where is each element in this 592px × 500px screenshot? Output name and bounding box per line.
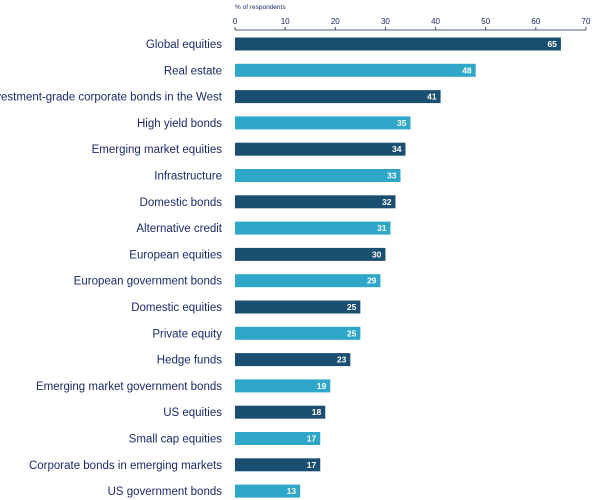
x-tick-label: 60: [531, 17, 540, 26]
bar: [235, 274, 381, 288]
category-label: Emerging market government bonds: [36, 381, 222, 393]
bar-value-label: 48: [462, 65, 472, 75]
bar-value-label: 32: [382, 197, 392, 207]
bar: [235, 432, 321, 445]
bar-value-label: 35: [397, 118, 407, 128]
bar: [235, 142, 406, 156]
category-label: US equities: [163, 407, 222, 419]
category-label: Domestic bonds: [140, 197, 223, 209]
bar-value-label: 29: [367, 276, 377, 286]
bar: [235, 353, 351, 367]
bar-value-label: 18: [312, 407, 322, 417]
bar: [235, 37, 561, 51]
category-label: Investment-grade corporate bonds in the …: [0, 92, 223, 104]
category-label: Alternative credit: [136, 223, 222, 235]
bar-value-label: 30: [372, 249, 382, 259]
bar-value-label: 13: [287, 486, 297, 496]
bar: [235, 484, 301, 498]
category-label: Private equity: [152, 328, 222, 340]
category-label: European government bonds: [74, 276, 223, 288]
bar: [235, 458, 321, 472]
bar-value-label: 17: [307, 434, 317, 444]
bar-value-label: 17: [307, 460, 317, 470]
category-label: Global equities: [146, 39, 222, 51]
bar: [235, 326, 361, 340]
category-label: Infrastructure: [154, 171, 222, 183]
x-tick-label: 40: [431, 17, 440, 26]
x-axis-ticks: 0 10 20 30 40 50 60 70: [233, 17, 591, 30]
bar: [235, 169, 401, 182]
category-labels: Global equities Real estate Investment-gra…: [0, 39, 223, 498]
category-label: Small cap equities: [129, 434, 223, 446]
bar-value-label: 33: [387, 171, 397, 181]
bar: [235, 247, 386, 261]
bar: [235, 116, 411, 130]
x-tick-label: 0: [233, 17, 238, 26]
x-tick-label: 20: [331, 17, 340, 26]
bar-value-label: 31: [377, 223, 387, 233]
category-label: Domestic equities: [131, 302, 222, 314]
x-tick-label: 10: [281, 17, 290, 26]
bar-value-label: 65: [547, 39, 557, 49]
bar: [235, 300, 361, 314]
bar-value-label: 41: [427, 92, 437, 102]
bar: [235, 90, 441, 104]
category-label: Emerging market equities: [92, 144, 223, 156]
x-axis-title: % of respondents: [235, 4, 286, 11]
bar: [235, 405, 326, 419]
bar-value-label: 34: [392, 144, 402, 154]
bar: [235, 221, 391, 235]
x-tick-label: 70: [582, 17, 591, 26]
bar-value-label: 25: [347, 302, 357, 312]
bar-value-label: 23: [337, 355, 347, 365]
category-label: Real estate: [164, 65, 222, 77]
category-label: Hedge funds: [157, 355, 222, 367]
x-tick-label: 30: [381, 17, 390, 26]
bars: 65 48 41 35 34 33 32 31 30 29 25 25 23 19 18 17 17 13: [235, 37, 561, 498]
bar: [235, 379, 331, 393]
category-label: European equities: [129, 249, 222, 261]
x-tick-label: 50: [481, 17, 490, 26]
bar-value-label: 19: [317, 381, 327, 391]
bar: [235, 195, 396, 209]
bar-value-label: 25: [347, 328, 357, 338]
category-label: High yield bonds: [137, 118, 222, 130]
category-label: US government bonds: [108, 486, 223, 498]
category-label: Corporate bonds in emerging markets: [29, 460, 222, 472]
bar: [235, 63, 476, 77]
